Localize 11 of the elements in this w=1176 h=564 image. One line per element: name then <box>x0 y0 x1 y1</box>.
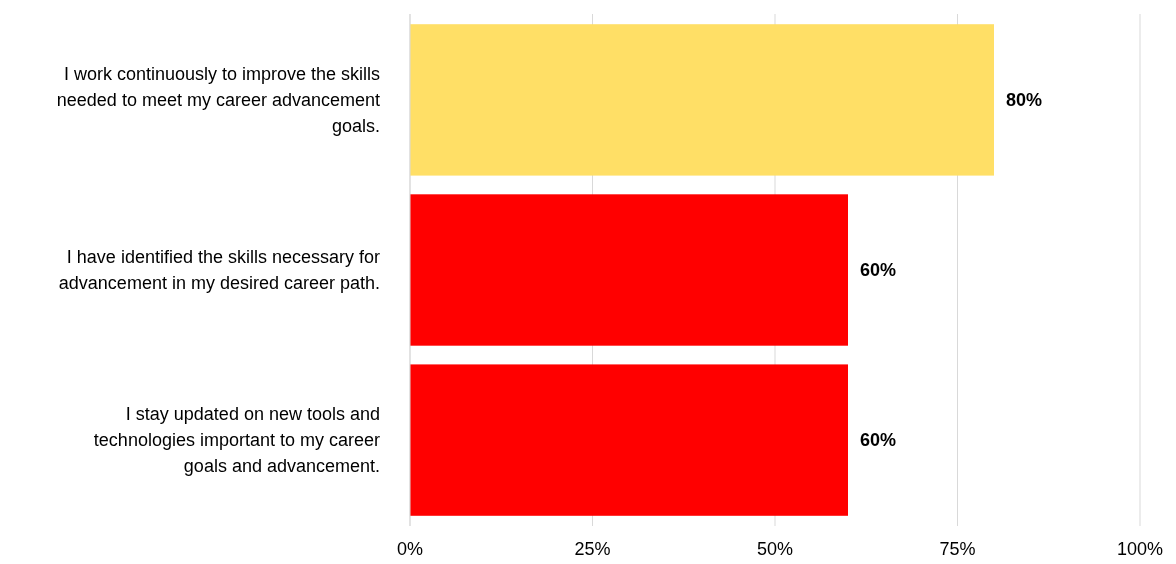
x-tick-label: 100% <box>1116 539 1164 559</box>
data-label: 60% <box>860 260 897 281</box>
x-tick-label: 50% <box>756 539 794 559</box>
y-tick-label: I have identified the skills necessary for advancement in my desired career path. <box>58 247 380 294</box>
x-tick-label: 75% <box>939 539 976 559</box>
x-tick-label: 0% <box>396 539 424 559</box>
data-label: 60% <box>860 430 897 451</box>
y-tick-label: I work continuously to improve the skills needed to meet my career advancement goals. <box>56 64 380 137</box>
y-tick-label: I stay updated on new tools and technologies important to my career goals and advancement. <box>93 404 380 477</box>
data-label: 80% <box>1006 90 1043 111</box>
x-tick-label: 25% <box>574 539 611 559</box>
